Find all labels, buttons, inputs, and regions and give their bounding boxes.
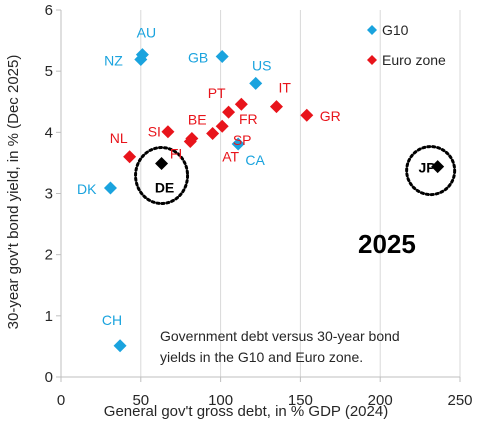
point-label-si: SI xyxy=(148,124,161,140)
x-tick-label-250: 250 xyxy=(447,392,472,409)
legend-marker-g10 xyxy=(367,25,377,35)
point-nl xyxy=(123,150,137,164)
point-label-jp: JP xyxy=(419,160,436,176)
point-label-de: DE xyxy=(155,180,174,196)
point-label-dk: DK xyxy=(77,181,97,197)
legend: G10 Euro zone xyxy=(367,22,446,68)
point-label-it: IT xyxy=(278,80,291,96)
point-us xyxy=(249,76,263,90)
point-label-us: US xyxy=(252,57,271,73)
x-tick-label-150: 150 xyxy=(288,392,313,409)
point-gb xyxy=(215,49,229,63)
gridlines xyxy=(140,10,461,377)
x-axis-title: General gov't gross debt, in % GDP (2024… xyxy=(104,403,388,420)
highlight-circle-jp xyxy=(405,145,457,197)
x-tick-labels: 0 50 100 150 200 250 xyxy=(57,392,473,409)
point-label-gr: GR xyxy=(320,108,341,124)
point-jp xyxy=(431,160,445,174)
point-at xyxy=(206,127,220,141)
year-annotation: 2025 xyxy=(358,229,416,259)
point-label-nl: NL xyxy=(110,130,128,146)
legend-label-g10: G10 xyxy=(382,22,409,38)
y-tick-label-1: 1 xyxy=(45,308,53,325)
data-points xyxy=(103,48,445,353)
x-tick-label-100: 100 xyxy=(208,392,233,409)
y-tick-label-3: 3 xyxy=(45,186,53,203)
y-tick-labels: 0 1 2 3 4 5 6 xyxy=(45,2,53,386)
y-tick-label-0: 0 xyxy=(45,369,53,386)
legend-marker-euro-zone xyxy=(367,55,377,65)
x-tick-label-200: 200 xyxy=(368,392,393,409)
point-fr xyxy=(234,97,248,111)
point-si xyxy=(161,125,175,139)
point-pt xyxy=(222,105,236,119)
point-ca xyxy=(231,137,245,151)
y-tick-label-2: 2 xyxy=(45,247,53,264)
axes xyxy=(56,9,461,382)
point-label-pt: PT xyxy=(208,85,226,101)
point-de xyxy=(155,157,169,171)
y-axis-title: 30-year gov't bond yield, in % (Dec 2025… xyxy=(5,55,22,330)
point-label-gb: GB xyxy=(188,49,208,65)
y-tick-label-6: 6 xyxy=(45,2,53,19)
point-label-sp: SP xyxy=(233,132,252,148)
legend-label-euro-zone: Euro zone xyxy=(382,52,446,68)
point-it xyxy=(269,100,283,114)
point-label-fr: FR xyxy=(239,111,258,127)
point-nz xyxy=(134,53,148,67)
point-dk xyxy=(103,181,117,195)
point-fi xyxy=(183,135,197,149)
point-label-be: BE xyxy=(188,111,207,127)
y-tick-label-5: 5 xyxy=(45,63,53,80)
point-sp xyxy=(215,119,229,133)
point-ch xyxy=(113,339,127,353)
point-labels: AU NZ GB US CA DK CH PT IT GR FR SI BE SP FI AT NL DE JP xyxy=(77,25,436,328)
point-label-ch: CH xyxy=(102,312,122,328)
y-tick-label-4: 4 xyxy=(45,124,53,141)
highlight-circle-de xyxy=(134,146,190,206)
point-label-at: AT xyxy=(222,149,239,165)
point-label-au: AU xyxy=(137,25,156,41)
point-label-fi: FI xyxy=(170,146,182,162)
x-tick-label-0: 0 xyxy=(57,392,65,409)
caption-line-1: Government debt versus 30-year bond xyxy=(160,328,400,344)
point-gr xyxy=(300,108,314,122)
point-label-ca: CA xyxy=(245,152,265,168)
caption-line-2: yields in the G10 and Euro zone. xyxy=(160,349,363,365)
x-tick-label-50: 50 xyxy=(132,392,149,409)
point-label-nz: NZ xyxy=(104,53,123,69)
highlight-circles xyxy=(134,145,457,206)
